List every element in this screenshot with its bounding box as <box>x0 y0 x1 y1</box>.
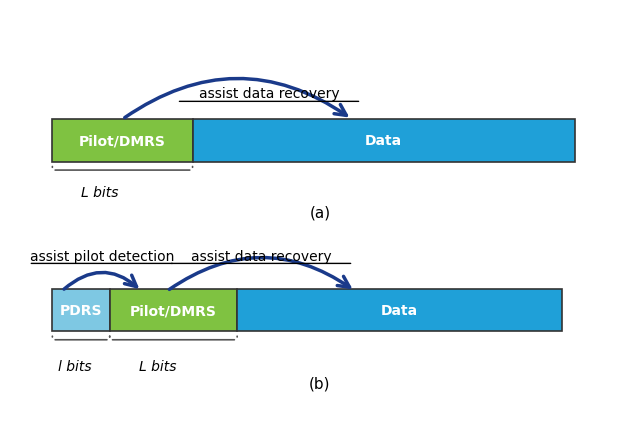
Text: PDRS: PDRS <box>60 303 102 317</box>
Text: Pilot/DMRS: Pilot/DMRS <box>79 134 166 148</box>
Text: Pilot/DMRS: Pilot/DMRS <box>130 303 217 317</box>
Text: assist data recovery: assist data recovery <box>191 250 332 264</box>
FancyBboxPatch shape <box>52 289 109 331</box>
FancyBboxPatch shape <box>237 289 562 331</box>
Text: L bits: L bits <box>81 185 119 199</box>
Text: (b): (b) <box>309 376 331 391</box>
Text: L bits: L bits <box>139 359 176 373</box>
Text: Data: Data <box>381 303 418 317</box>
FancyBboxPatch shape <box>52 120 193 162</box>
Text: l bits: l bits <box>58 359 92 373</box>
FancyBboxPatch shape <box>109 289 237 331</box>
Text: assist data recovery: assist data recovery <box>198 87 339 101</box>
Text: (a): (a) <box>309 204 331 219</box>
Text: assist pilot detection: assist pilot detection <box>29 250 174 264</box>
Text: Data: Data <box>365 134 403 148</box>
FancyBboxPatch shape <box>193 120 575 162</box>
